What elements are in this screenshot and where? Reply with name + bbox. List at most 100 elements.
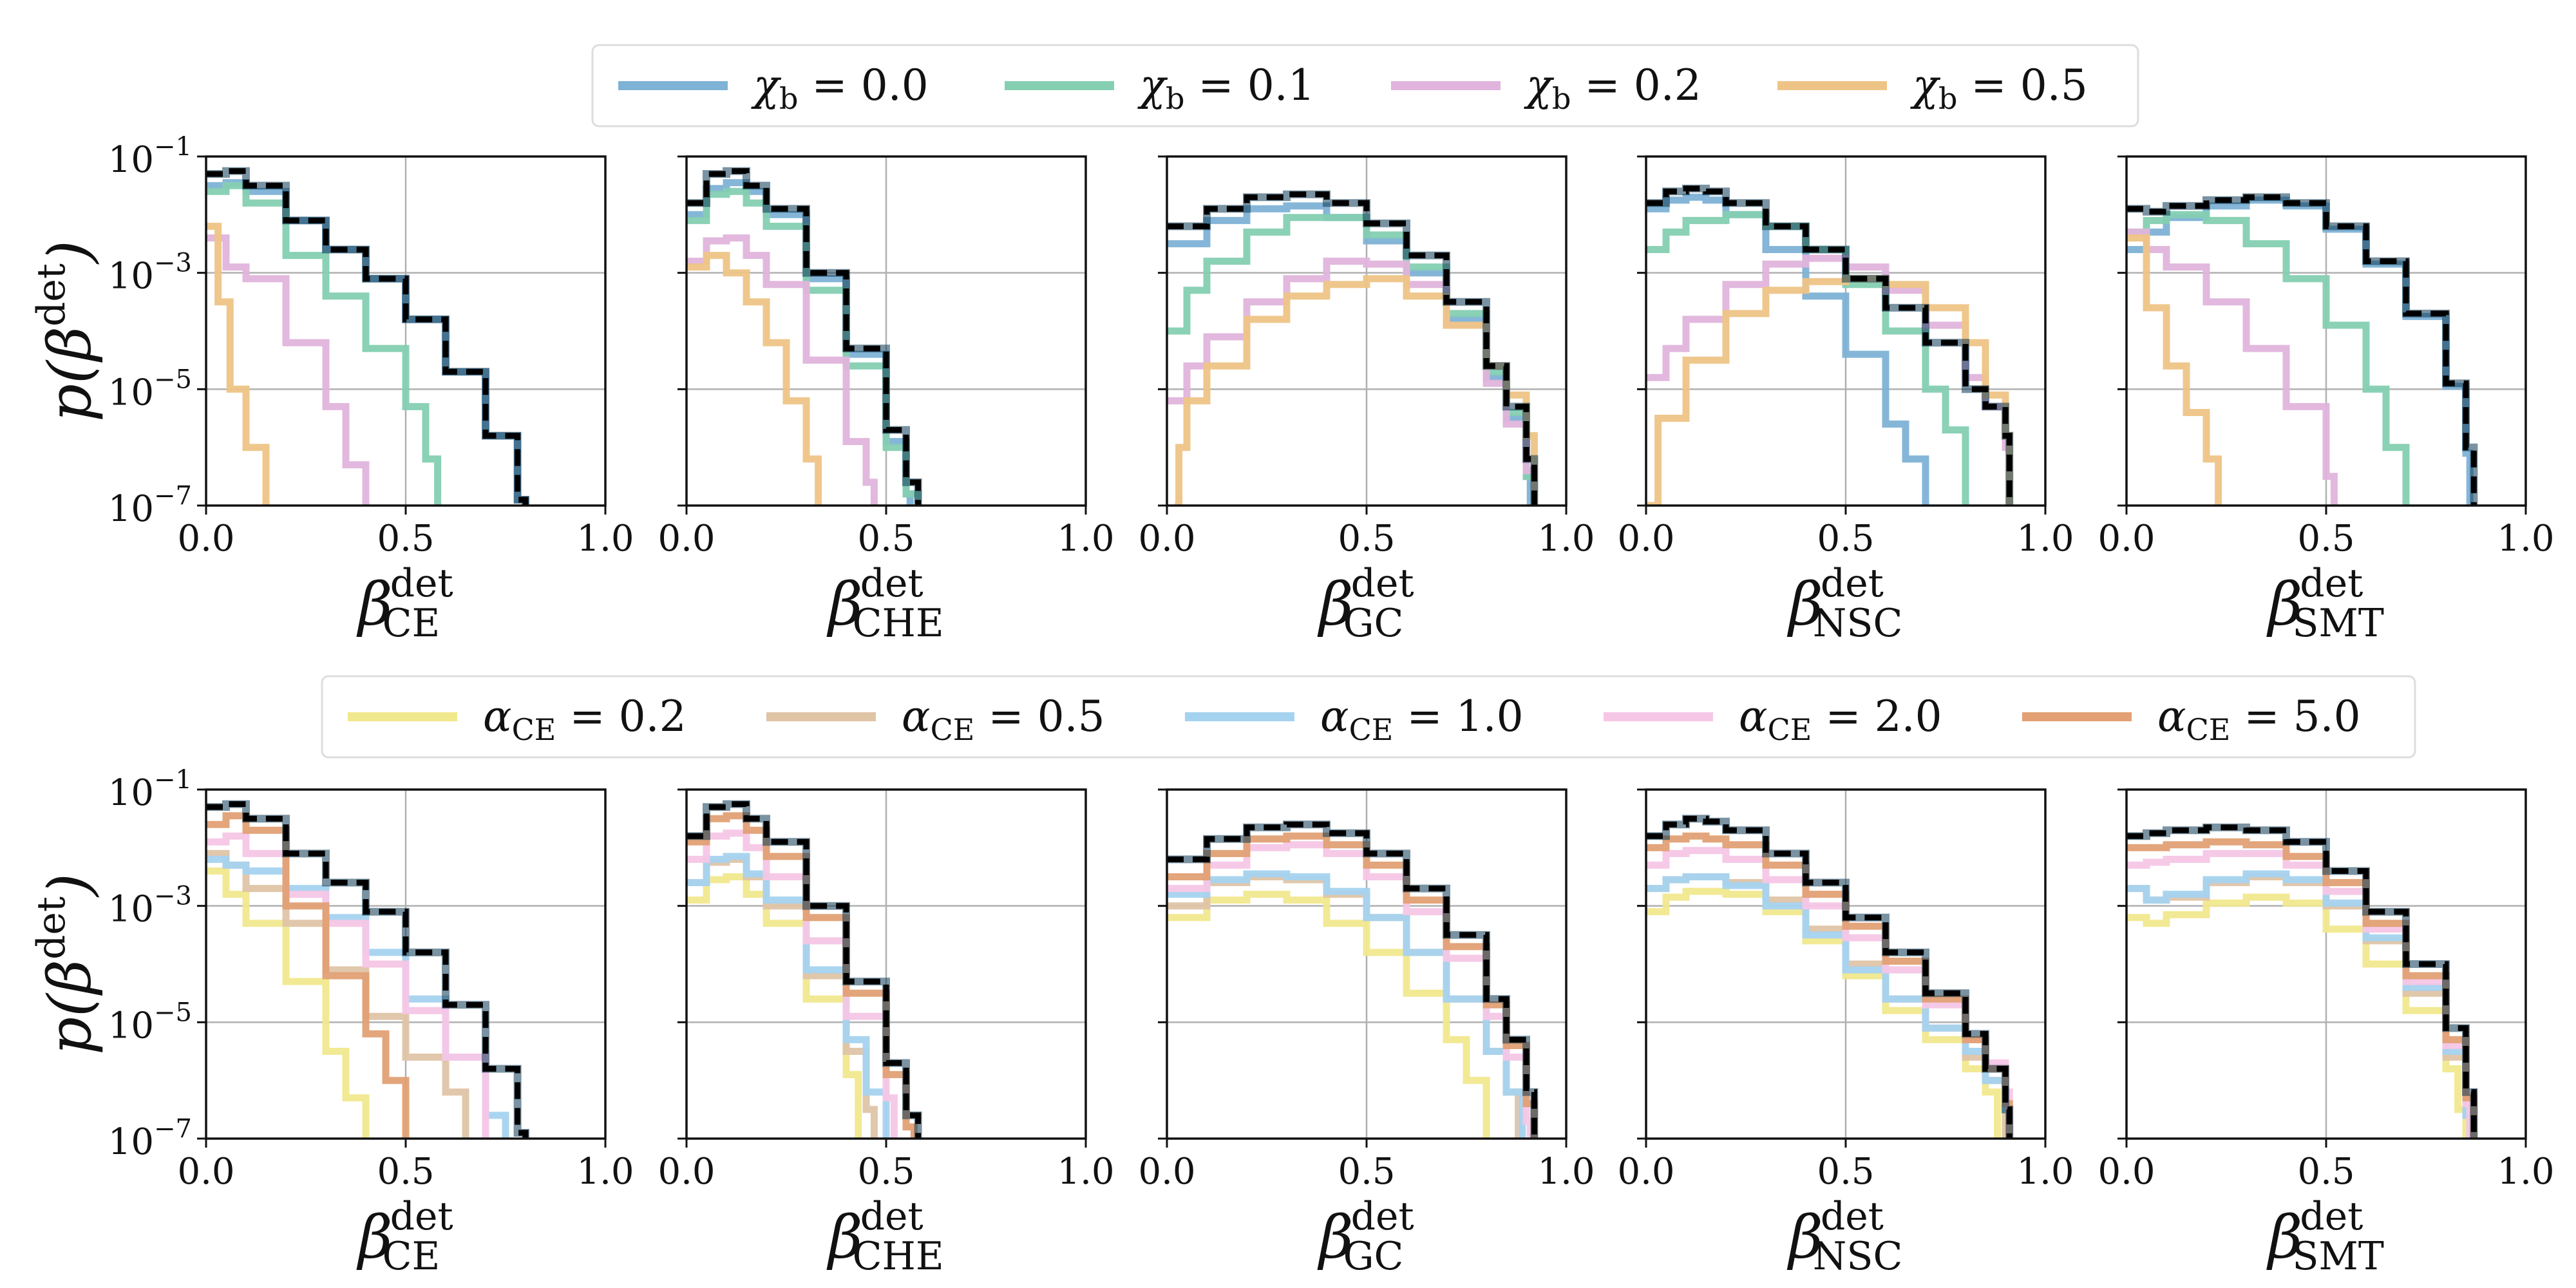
x-tick-label: 1.0 — [2016, 1151, 2074, 1193]
series-line-1 — [2126, 893, 2470, 1139]
x-axis-label-gc: βdet GC — [1317, 561, 1414, 646]
x-tick-label: 0.5 — [1817, 518, 1874, 560]
legend-label-5: αCE = 5.0 — [2157, 692, 2361, 747]
total-underlay — [1646, 184, 2014, 506]
total-dashed-line — [2126, 194, 2477, 506]
y-axis-label: p(βdet) — [29, 873, 104, 1055]
series-line-3 — [1167, 258, 1538, 506]
panel-che-row-2: 0.0 0.5 1.0 βdet CHE — [658, 788, 1115, 1279]
x-tick-label: 0.0 — [1617, 1151, 1674, 1193]
series-line-1 — [1167, 891, 1490, 1139]
series-group — [2126, 823, 2478, 1139]
panel-che-row-1: 0.0 0.5 1.0 βdet CHE — [658, 155, 1115, 646]
series-line-4 — [1646, 275, 2013, 506]
series-line-4 — [2126, 234, 2222, 506]
legend-label-3: χb = 0.2 — [1524, 61, 1701, 116]
series-group — [2126, 193, 2478, 506]
series-group — [687, 167, 922, 506]
total-dashed-line — [687, 168, 922, 506]
x-tick-label: 0.5 — [1817, 1151, 1874, 1193]
x-tick-label: 1.0 — [1537, 518, 1595, 560]
x-tick-label: 0.5 — [1338, 1151, 1395, 1193]
panel-nsc-row-2: 0.0 0.5 1.0 βdet NSC — [1617, 788, 2074, 1279]
total-dashed-line — [206, 168, 529, 506]
panel-gc-row-1: 0.0 0.5 1.0 βdet GC — [1138, 155, 1595, 646]
total-dashed-line — [687, 801, 922, 1139]
x-tick-label: 0.5 — [1338, 518, 1395, 560]
series-line-3 — [687, 234, 878, 506]
series-line-2 — [2126, 211, 2410, 506]
y-tick-label: 10−1 — [108, 132, 192, 181]
row-1: χb = 0.0 χb = 0.1 χb = 0.2 χb = 0.5 p(βdet) 0… — [29, 44, 2555, 646]
series-group — [1646, 184, 2014, 506]
x-tick-label: 1.0 — [2016, 518, 2074, 560]
x-tick-label: 1.0 — [576, 518, 634, 560]
x-tick-label: 1.0 — [1537, 1151, 1595, 1193]
x-tick-label: 0.0 — [1138, 518, 1195, 560]
x-tick-label: 0.5 — [2297, 518, 2354, 560]
y-tick-label: 10−5 — [108, 365, 192, 413]
series-line-1 — [2126, 196, 2474, 506]
x-axis-label-smt: βdet SMT — [2266, 561, 2384, 646]
panel-ce-row-2: 0.0 0.5 1.0 10−1 10−3 10−5 10−7 βdet CE — [108, 765, 634, 1279]
series-group — [1167, 190, 1539, 506]
x-tick-label: 1.0 — [1057, 518, 1114, 560]
total-dashed-line — [206, 801, 529, 1139]
total-underlay — [2126, 823, 2478, 1139]
series-line-1 — [687, 179, 914, 506]
x-tick-label: 0.0 — [2098, 1151, 2155, 1193]
x-tick-label: 0.5 — [857, 1151, 914, 1193]
panel-nsc-row-1: 0.0 0.5 1.0 βdet NSC — [1617, 155, 2074, 646]
series-line-3 — [2126, 228, 2338, 506]
x-tick-label: 0.0 — [658, 1151, 715, 1193]
x-axis-label-smt: βdet SMT — [2266, 1194, 2384, 1279]
panel-ce-row-1: 0.0 0.5 1.0 10−1 10−3 10−5 10−7 βdet CE — [108, 132, 634, 646]
x-axis-label-ce: βdet CE — [356, 561, 453, 646]
y-tick-label: 10−1 — [108, 765, 192, 814]
series-line-1 — [1167, 202, 1534, 506]
legend-label-4: χb = 0.5 — [1910, 61, 2088, 116]
legend-label-2: χb = 0.1 — [1137, 61, 1315, 116]
x-tick-label: 0.0 — [658, 518, 715, 560]
legend-frame — [321, 675, 2416, 759]
series-line-4 — [687, 252, 822, 506]
x-axis-label-nsc: βdet NSC — [1787, 1194, 1903, 1279]
x-tick-label: 0.5 — [377, 518, 434, 560]
series-line-3 — [687, 853, 890, 1139]
x-tick-label: 1.0 — [1057, 1151, 1114, 1193]
y-tick-label: 10−3 — [108, 882, 192, 931]
x-axis-label-nsc: βdet NSC — [1787, 561, 1903, 646]
total-underlay — [2126, 193, 2478, 506]
y-tick-label: 10−3 — [108, 249, 192, 298]
legend-label-2: αCE = 0.5 — [902, 692, 1105, 747]
total-underlay — [1167, 190, 1539, 506]
y-axis-label: p(βdet) — [29, 240, 104, 422]
legend-label-3: αCE = 1.0 — [1320, 692, 1524, 747]
panel-gc-row-2: 0.0 0.5 1.0 βdet GC — [1138, 788, 1595, 1279]
legend-label-1: αCE = 0.2 — [483, 692, 687, 747]
series-group — [206, 800, 529, 1139]
x-tick-label: 0.5 — [377, 1151, 434, 1193]
x-tick-label: 1.0 — [2497, 518, 2554, 560]
x-axis-label-gc: βdet GC — [1317, 1194, 1414, 1279]
series-group — [206, 167, 529, 506]
x-tick-label: 0.0 — [1138, 1151, 1195, 1193]
panel-smt-row-2: 0.0 0.5 1.0 βdet SMT — [2098, 788, 2555, 1279]
x-tick-label: 0.5 — [857, 518, 914, 560]
series-line-1 — [1646, 193, 1929, 506]
x-tick-label: 0.0 — [2098, 518, 2155, 560]
series-line-3 — [1167, 870, 1526, 1139]
x-tick-label: 0.0 — [177, 518, 234, 560]
series-group — [1167, 820, 1539, 1139]
total-dashed-line — [1646, 815, 2012, 1139]
legend-label-4: αCE = 2.0 — [1739, 692, 1942, 747]
x-tick-label: 1.0 — [576, 1151, 634, 1193]
series-line-3 — [1646, 873, 2013, 1139]
total-underlay — [1167, 820, 1539, 1139]
legend-frame — [591, 44, 2139, 128]
series-line-5 — [206, 812, 410, 1139]
y-tick-label: 10−7 — [108, 1114, 192, 1163]
series-line-3 — [206, 234, 370, 506]
legend-label-1: χb = 0.0 — [751, 61, 929, 116]
